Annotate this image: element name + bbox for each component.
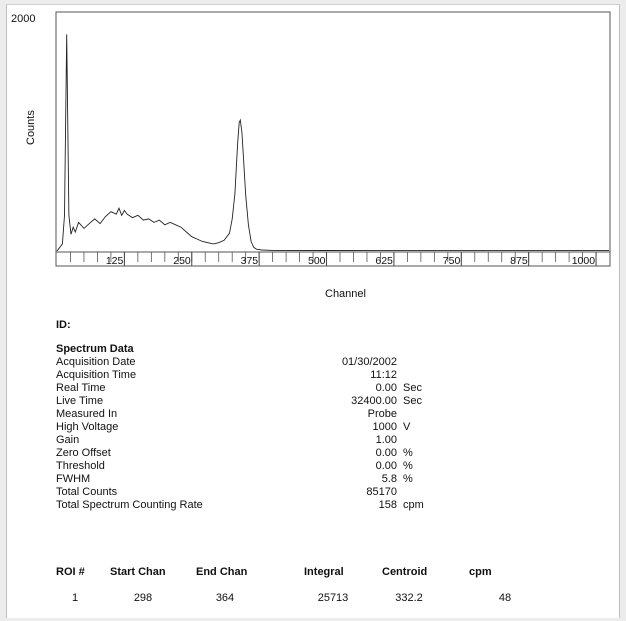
x-axis-tick-label: 750 bbox=[443, 255, 461, 267]
x-axis-tick-label: 375 bbox=[241, 255, 259, 267]
row-value: 1000 bbox=[372, 421, 397, 433]
row-label: Measured In bbox=[56, 408, 118, 420]
row-value: 0.00 bbox=[375, 447, 397, 459]
row-label: Total Spectrum Counting Rate bbox=[56, 499, 203, 511]
row-value: 158 bbox=[378, 499, 397, 511]
x-axis-tick-label: 875 bbox=[510, 255, 528, 267]
row-label: Acquisition Time bbox=[56, 369, 137, 381]
row-value: 0.00 bbox=[375, 460, 397, 472]
x-axis-major-ticks bbox=[123, 252, 597, 266]
row-value: 0.00 bbox=[375, 382, 397, 394]
row-unit: Sec bbox=[403, 395, 422, 407]
row-unit: % bbox=[403, 447, 413, 459]
x-axis-tick-label: 250 bbox=[173, 255, 191, 267]
row-value: 11:12 bbox=[370, 369, 397, 381]
x-axis-ruler bbox=[55, 251, 611, 267]
row-value: 32400.00 bbox=[351, 395, 397, 407]
y-axis-max-label: 2000 bbox=[11, 13, 36, 25]
roi-cell-start-chan: 298 bbox=[133, 592, 153, 604]
x-axis-tick-label: 625 bbox=[375, 255, 393, 267]
roi-cell-end-chan: 364 bbox=[215, 592, 235, 604]
x-axis-tick-labels: 125 250 375 500 625 750 875 1000 bbox=[106, 255, 595, 267]
spectrum-chart: 2000 Counts 125 250 375 500 625 750 875 1000 Ch… bbox=[7, 5, 619, 305]
x-axis-title: Channel bbox=[325, 288, 366, 300]
row-label: FWHM bbox=[56, 473, 91, 485]
spectrum-data-title: Spectrum Data bbox=[56, 343, 134, 355]
row-label: Total Counts bbox=[56, 486, 118, 498]
row-label: Acquisition Date bbox=[56, 356, 136, 368]
roi-cell-number: 1 bbox=[71, 592, 79, 604]
row-unit: cpm bbox=[403, 499, 424, 511]
row-label: Real Time bbox=[56, 382, 106, 394]
x-axis-tick-label: 1000 bbox=[572, 255, 596, 267]
roi-header-number: ROI # bbox=[56, 566, 85, 578]
row-unit: Sec bbox=[403, 382, 422, 394]
row-label: Threshold bbox=[56, 460, 105, 472]
x-axis-tick-label: 500 bbox=[308, 255, 326, 267]
row-unit: % bbox=[403, 473, 413, 485]
spectrum-series-line bbox=[56, 34, 609, 252]
row-label: High Voltage bbox=[56, 421, 119, 433]
row-unit: % bbox=[403, 460, 413, 472]
roi-cell-cpm: 48 bbox=[498, 592, 512, 604]
row-value: 01/30/2002 bbox=[341, 356, 397, 368]
roi-header-end-chan: End Chan bbox=[196, 566, 248, 578]
row-value: Probe bbox=[367, 408, 397, 420]
report-sheet: 2000 Counts 125 250 375 500 625 750 875 1000 Ch… bbox=[6, 4, 620, 618]
roi-header-integral: Integral bbox=[304, 566, 344, 578]
row-unit: V bbox=[403, 421, 411, 433]
spectrum-plot: 125 250 375 500 625 750 875 1000 bbox=[55, 11, 611, 267]
id-label: ID: bbox=[56, 319, 71, 331]
roi-header-start-chan: Start Chan bbox=[110, 566, 166, 578]
row-label: Gain bbox=[56, 434, 80, 446]
row-label: Live Time bbox=[56, 395, 104, 407]
roi-header-cpm: cpm bbox=[469, 566, 492, 578]
row-value: 1.00 bbox=[375, 434, 397, 446]
row-value: 85170 bbox=[366, 486, 397, 498]
row-label: Zero Offset bbox=[56, 447, 111, 459]
roi-header-centroid: Centroid bbox=[382, 566, 428, 578]
roi-cell-centroid: 332.2 bbox=[395, 592, 423, 604]
x-axis-tick-label: 125 bbox=[106, 255, 124, 267]
row-value: 5.8 bbox=[381, 473, 397, 485]
roi-cell-integral: 25713 bbox=[317, 592, 349, 604]
